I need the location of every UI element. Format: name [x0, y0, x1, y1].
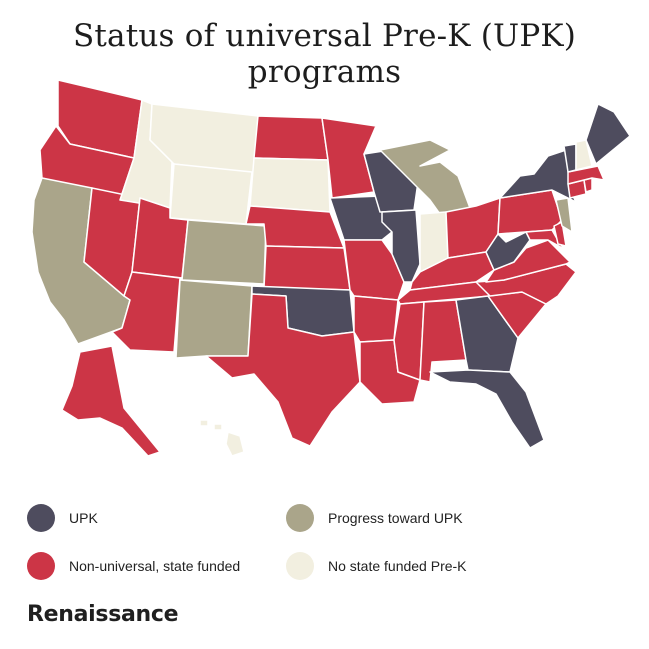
legend-swatch-non-universal — [27, 552, 55, 580]
state-il — [381, 209, 421, 283]
state-ks — [263, 245, 351, 291]
page-title: Status of universal Pre-K (UPK) programs — [72, 18, 577, 90]
state-tx — [205, 293, 361, 447]
state-az — [111, 271, 181, 353]
state-nm — [175, 279, 253, 359]
us-map — [31, 79, 631, 457]
state-ia — [329, 195, 393, 241]
legend-label-progress: Progress toward UPK — [328, 510, 463, 526]
state-me — [585, 103, 631, 165]
state-hi — [199, 419, 209, 427]
legend-swatch-none — [286, 552, 314, 580]
renaissance-logo: Renaissance — [27, 602, 179, 627]
state-nd — [253, 115, 329, 161]
state-mo — [343, 239, 405, 301]
state-nj — [555, 197, 573, 233]
state-sd — [249, 157, 331, 213]
state-de — [553, 221, 567, 247]
legend-label-none: No state funded Pre-K — [328, 558, 467, 574]
state-hi-island-3 — [225, 431, 245, 457]
legend-progress: Progress toward UPK — [286, 501, 463, 535]
legend-non-universal: Non-universal, state funded — [27, 549, 240, 583]
state-ak — [61, 345, 161, 457]
legend-swatch-upk — [27, 504, 55, 532]
legend-upk: UPK — [27, 501, 98, 535]
legend-swatch-progress — [286, 504, 314, 532]
state-wy — [169, 163, 253, 225]
legend-none: No state funded Pre-K — [286, 549, 467, 583]
state-co — [181, 219, 267, 285]
legend-label-non-universal: Non-universal, state funded — [69, 558, 241, 574]
state-ar — [353, 295, 399, 343]
state-nh — [575, 139, 593, 171]
legend-label-upk: UPK — [69, 510, 98, 526]
state-hi-island-2 — [213, 423, 223, 431]
state-ms — [393, 301, 425, 381]
state-md — [525, 229, 567, 251]
state-mi — [379, 139, 471, 215]
state-fl — [429, 369, 545, 449]
